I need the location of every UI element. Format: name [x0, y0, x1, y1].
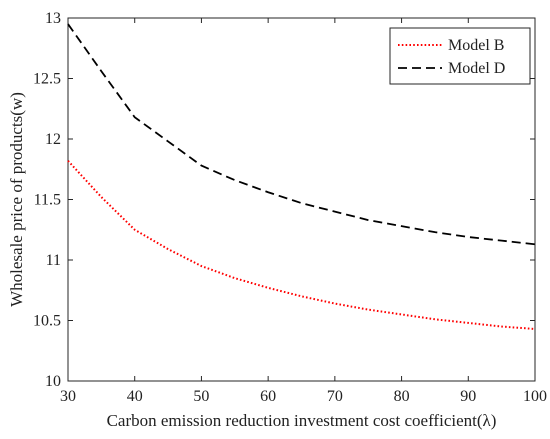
y-tick-label: 12 — [45, 131, 61, 148]
x-tick-label: 60 — [260, 388, 276, 405]
legend: Model B Model D — [389, 27, 531, 85]
legend-box — [389, 27, 531, 85]
series-layer — [67, 23, 536, 330]
y-axis-label: Wholesale price of products(w) — [7, 92, 26, 307]
x-tick-label: 30 — [60, 388, 76, 405]
y-tick-label: 12.5 — [33, 71, 61, 88]
x-tick-label: 100 — [523, 388, 547, 405]
x-tick-label: 50 — [193, 388, 209, 405]
series-line-model-b — [67, 160, 536, 330]
y-tick-label: 11.5 — [34, 192, 61, 209]
legend-label-model-b: Model B — [448, 37, 504, 54]
y-tick-label: 10.5 — [33, 313, 61, 330]
x-axis-label: Carbon emission reduction investment cos… — [107, 411, 497, 430]
x-tick-label: 40 — [127, 388, 143, 405]
y-tick-label: 13 — [45, 10, 61, 27]
ticks-layer: 30 40 50 60 70 80 90 100 10 10.5 11 11.5 12 12.5 13 — [33, 10, 547, 405]
x-tick-label: 90 — [460, 388, 476, 405]
legend-label-model-d: Model D — [448, 60, 505, 77]
y-tick-label: 10 — [45, 373, 61, 390]
y-tick-label: 11 — [46, 252, 61, 269]
x-tick-label: 70 — [327, 388, 343, 405]
series-line-model-d — [67, 23, 536, 246]
x-tick-label: 80 — [394, 388, 410, 405]
